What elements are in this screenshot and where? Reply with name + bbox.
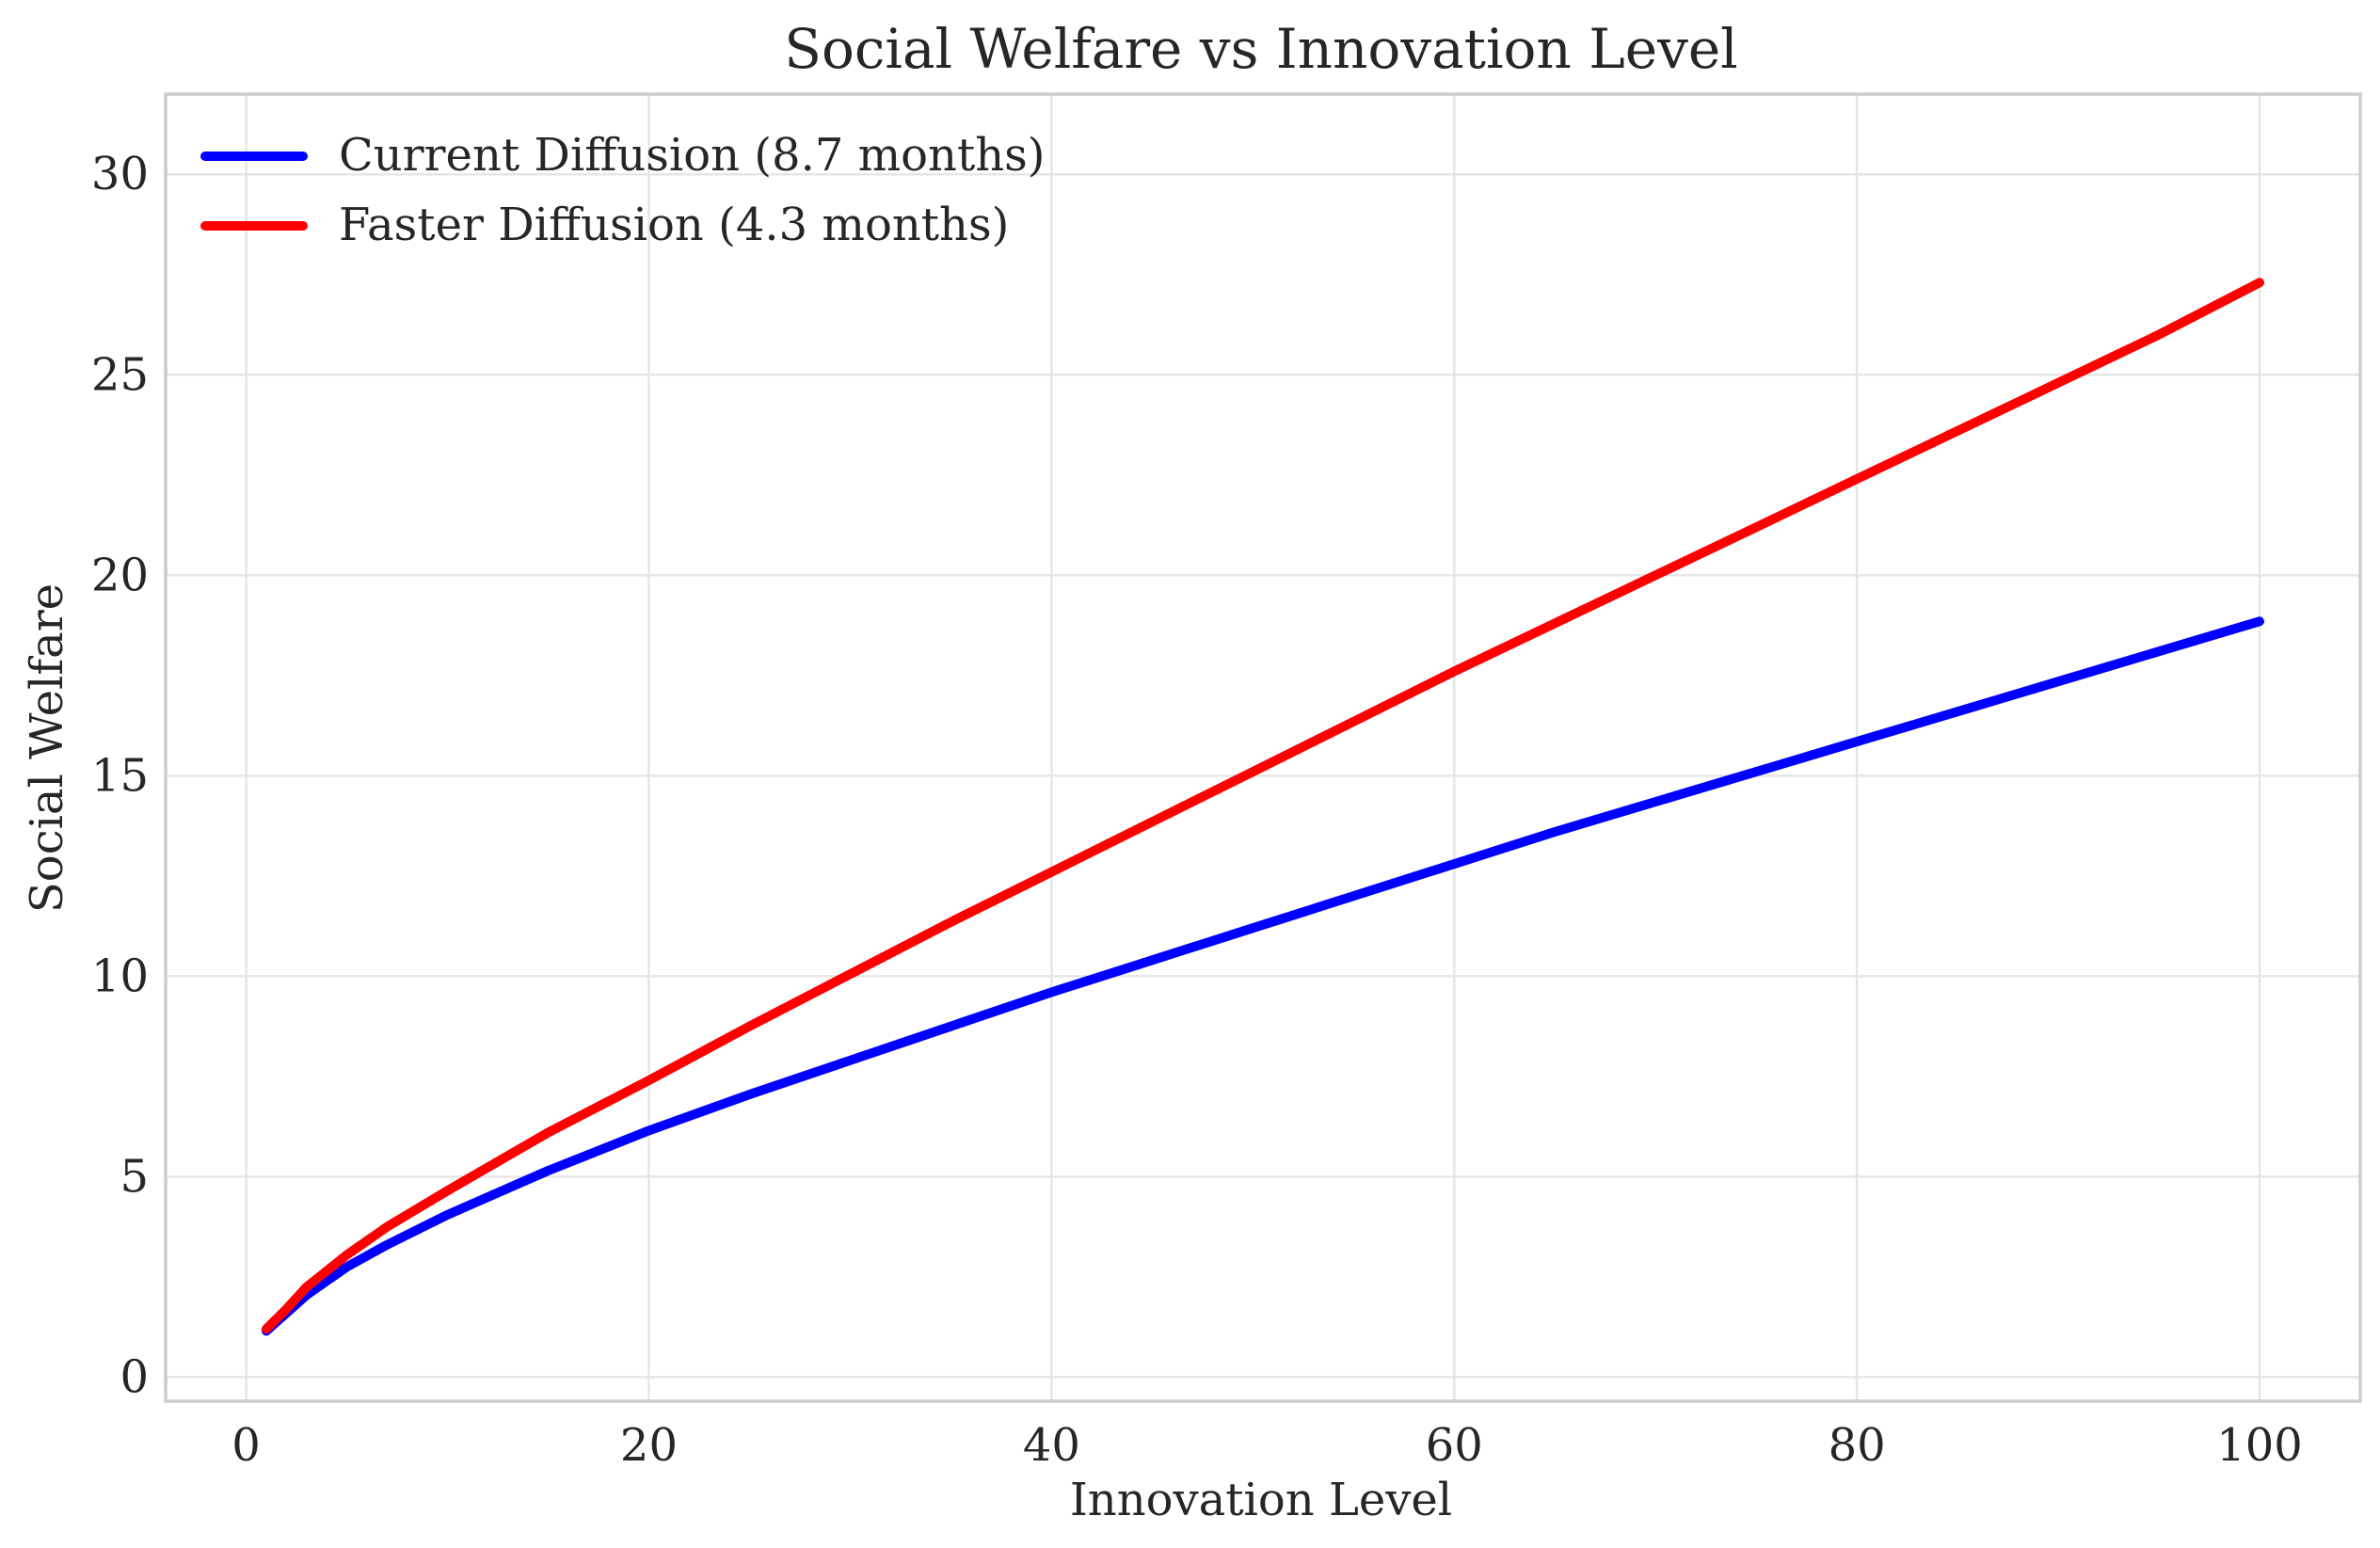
- x-tick-labels: 0 20 40 60 80 100: [232, 1419, 2303, 1472]
- plot-frame: [164, 92, 2362, 1403]
- x-tick-label: 20: [620, 1419, 678, 1472]
- x-axis-label: Innovation Level: [1070, 1474, 1452, 1526]
- chart-title: Social Welfare vs Innovation Level: [784, 17, 1737, 81]
- x-tick-label: 80: [1829, 1419, 1886, 1472]
- y-tick-label: 25: [91, 348, 149, 401]
- y-tick-label: 10: [91, 950, 149, 1002]
- series-line-current-diffusion: [262, 616, 2264, 1336]
- legend-label-faster: Faster Diffusion (4.3 months): [339, 199, 1009, 251]
- y-tick-label: 0: [120, 1350, 149, 1403]
- x-tick-label: 100: [2216, 1419, 2303, 1472]
- y-axis-label: Social Welfare: [21, 583, 73, 913]
- x-tick-label: 0: [232, 1419, 261, 1472]
- y-tick-labels: 0 5 10 15 20 25 30: [91, 148, 149, 1403]
- legend-label-current: Current Diffusion (8.7 months): [339, 129, 1046, 182]
- series-lines: [262, 278, 2264, 1336]
- series-line-faster-diffusion: [262, 278, 2264, 1334]
- x-tick-label: 60: [1426, 1419, 1483, 1472]
- y-tick-label: 20: [91, 549, 149, 601]
- y-tick-label: 5: [120, 1150, 149, 1203]
- y-tick-label: 15: [91, 749, 149, 802]
- x-tick-label: 40: [1023, 1419, 1080, 1472]
- grid-lines: [166, 94, 2360, 1401]
- y-tick-label: 30: [91, 148, 149, 200]
- legend: Current Diffusion (8.7 months) Faster Di…: [200, 129, 1046, 251]
